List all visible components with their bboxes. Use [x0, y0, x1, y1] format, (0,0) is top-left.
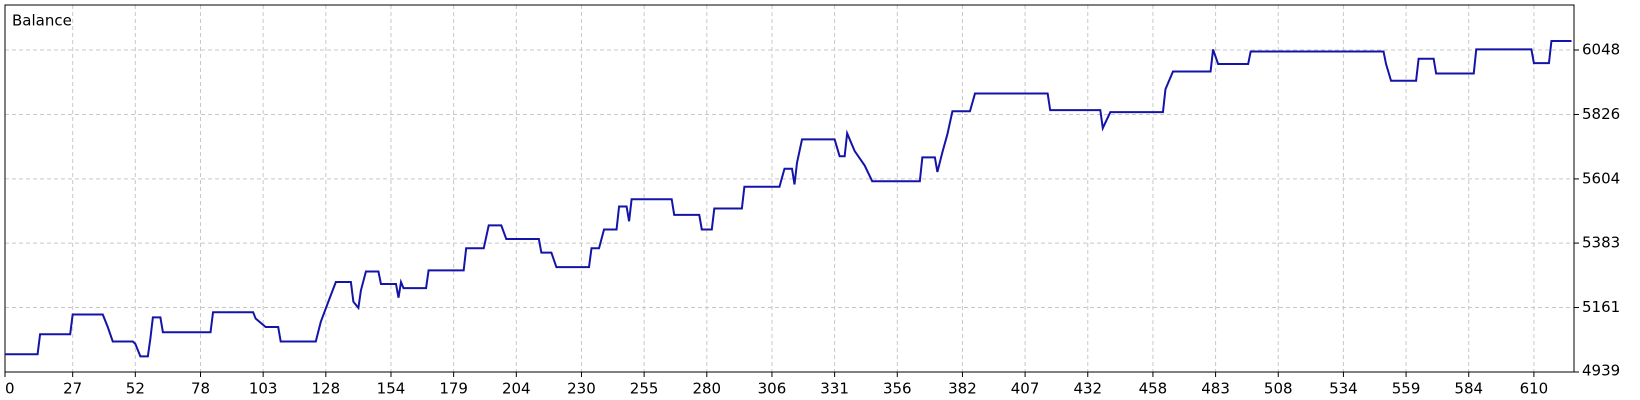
x-tick-label: 356: [883, 380, 912, 398]
y-tick-label: 5383: [1582, 234, 1620, 252]
x-tick-label: 508: [1264, 380, 1293, 398]
x-tick-label: 230: [567, 380, 596, 398]
x-tick-label: 78: [191, 380, 210, 398]
plot-frame: [4, 4, 1575, 373]
chart-title: Balance: [12, 12, 72, 30]
y-tick-label: 5826: [1582, 105, 1620, 123]
x-tick-label: 534: [1329, 380, 1358, 398]
x-tick-label: 407: [1011, 380, 1040, 398]
x-tick-label: 255: [630, 380, 659, 398]
x-tick-label: 559: [1392, 380, 1421, 398]
x-tick-label: 331: [820, 380, 849, 398]
x-tick-label: 52: [126, 380, 145, 398]
x-tick-label: 179: [439, 380, 468, 398]
x-tick-label: 483: [1201, 380, 1230, 398]
balance-line: [5, 40, 1572, 358]
x-tick-label: 432: [1073, 380, 1102, 398]
x-tick-label: 154: [377, 380, 406, 398]
x-tick-label: 610: [1520, 380, 1549, 398]
x-tick-label: 204: [502, 380, 531, 398]
y-tick-label: 5161: [1582, 298, 1620, 316]
x-tick-label: 382: [948, 380, 977, 398]
x-tick-label: 584: [1454, 380, 1483, 398]
x-tick-label: 306: [758, 380, 787, 398]
x-tick-label: 280: [692, 380, 721, 398]
x-tick-label: 0: [5, 380, 15, 398]
y-tick-label: 4939: [1582, 362, 1620, 380]
x-tick-label: 103: [249, 380, 278, 398]
y-tick-label: 5604: [1582, 169, 1620, 187]
x-tick-label: 128: [311, 380, 340, 398]
y-tick-label: 6048: [1582, 41, 1620, 59]
x-tick-label: 27: [63, 380, 82, 398]
x-tick-label: 458: [1139, 380, 1168, 398]
